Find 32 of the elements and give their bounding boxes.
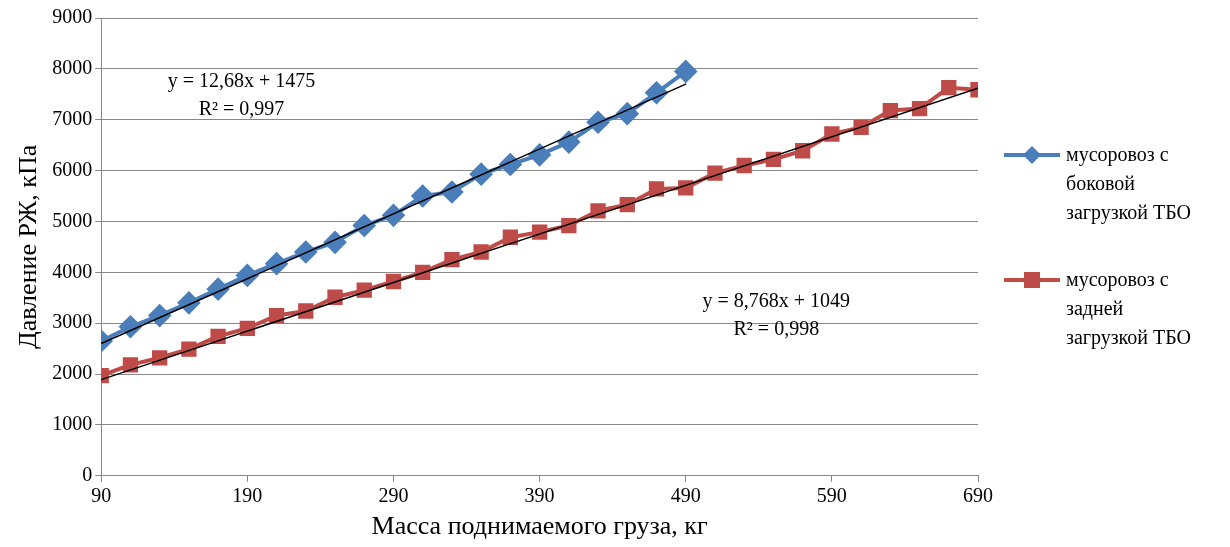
y-tick-label: 0 [82, 463, 93, 486]
y-tick-label: 9000 [52, 5, 93, 28]
point [648, 181, 665, 197]
point [502, 229, 519, 245]
point [268, 307, 285, 324]
annotation: y = 12,68x + 1475 R² = 0,997 [167, 69, 316, 120]
y-tick-label: 6000 [52, 157, 93, 180]
x-tick-label: 190 [232, 484, 263, 507]
point [210, 328, 226, 345]
legend-label: мусоровоз с задней загрузкой ТБО [1066, 267, 1193, 351]
x-tick-label: 590 [816, 484, 847, 507]
y-tick-label: 1000 [52, 412, 93, 435]
y-tick-label: 5000 [52, 208, 93, 231]
y-tick-label: 4000 [52, 259, 93, 282]
point [882, 102, 898, 119]
point [557, 131, 580, 154]
y-tick-label: 2000 [52, 361, 93, 384]
y-tick-label: 3000 [52, 310, 93, 333]
x-tick-label: 390 [524, 484, 555, 507]
x-tick-label: 690 [963, 484, 993, 507]
point [674, 60, 697, 83]
x-tick-label: 90 [91, 484, 112, 507]
point [941, 80, 957, 96]
y-tick-label: 8000 [52, 56, 93, 79]
annotation: y = 8,768x + 1049 R² = 0,998 [702, 289, 851, 340]
x-tick-label: 290 [378, 484, 409, 507]
y-axis-title: Давление РЖ, кПа [13, 144, 43, 350]
legend-label: мусоровоз с боковой загрузкой ТБО [1066, 142, 1193, 226]
x-tick-label: 490 [670, 484, 701, 507]
point [528, 143, 551, 166]
x-axis-title: Масса поднимаемого груза, кг [371, 511, 708, 541]
y-tick-label: 7000 [52, 106, 93, 129]
